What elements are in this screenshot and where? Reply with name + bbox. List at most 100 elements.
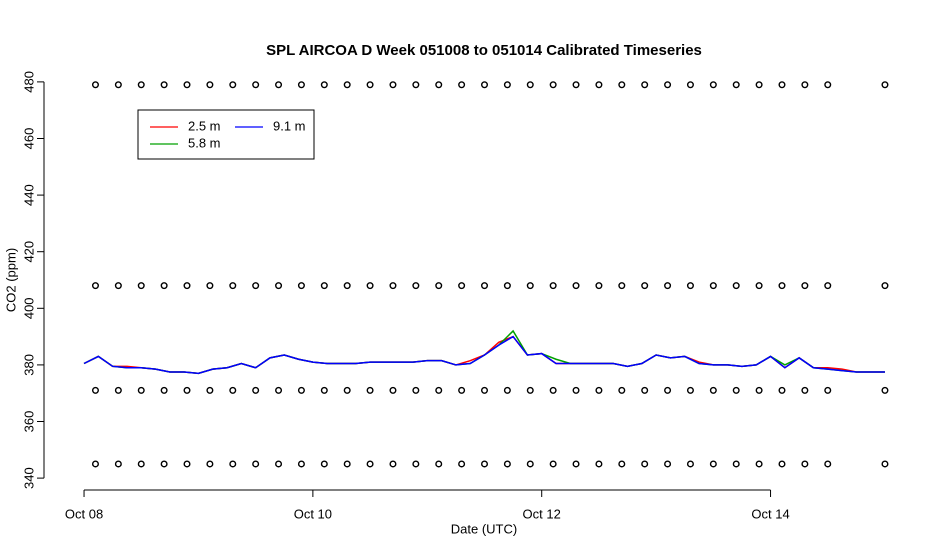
calibration-point: [641, 386, 649, 394]
calibration-point: [297, 460, 305, 468]
calibration-point: [91, 386, 99, 394]
calibration-point: [664, 282, 672, 290]
calibration-point: [881, 460, 889, 468]
calibration-point: [183, 386, 191, 394]
calibration-point: [755, 81, 763, 89]
calibration-point: [801, 282, 809, 290]
calibration-point: [572, 81, 580, 89]
calibration-point: [343, 282, 351, 290]
calibration-point: [160, 282, 168, 290]
calibration-point: [503, 386, 511, 394]
calibration-point: [595, 81, 603, 89]
calibration-point: [229, 460, 237, 468]
calibration-point: [160, 460, 168, 468]
calibration-point: [686, 460, 694, 468]
calibration-point: [458, 460, 466, 468]
calibration-point: [732, 460, 740, 468]
calibration-point: [435, 81, 443, 89]
series-line: [83, 335, 885, 375]
calibration-point: [881, 282, 889, 290]
calibration-point: [206, 386, 214, 394]
calibration-point: [389, 386, 397, 394]
calibration-point: [275, 386, 283, 394]
calibration-point: [137, 282, 145, 290]
calibration-point: [320, 81, 328, 89]
calibration-point: [549, 460, 557, 468]
calibration-point: [732, 386, 740, 394]
calibration-point: [252, 460, 260, 468]
calibration-point: [275, 81, 283, 89]
calibration-point: [229, 81, 237, 89]
calibration-point: [801, 81, 809, 89]
calibration-point: [686, 282, 694, 290]
calibration-point: [686, 386, 694, 394]
calibration-point: [503, 282, 511, 290]
calibration-point: [320, 282, 328, 290]
calibration-point: [664, 460, 672, 468]
calibration-point: [824, 282, 832, 290]
calibration-point: [137, 460, 145, 468]
calibration-point: [435, 460, 443, 468]
calibration-point: [801, 386, 809, 394]
calibration-point: [275, 460, 283, 468]
calibration-point: [252, 386, 260, 394]
calibration-point: [114, 386, 122, 394]
calibration-point: [183, 460, 191, 468]
calibration-point: [503, 460, 511, 468]
calibration-point: [595, 386, 603, 394]
calibration-point: [755, 386, 763, 394]
calibration-point: [526, 282, 534, 290]
calibration-point: [252, 81, 260, 89]
calibration-point: [91, 81, 99, 89]
calibration-point: [481, 282, 489, 290]
calibration-point: [755, 460, 763, 468]
calibration-point: [503, 81, 511, 89]
calibration-point: [297, 386, 305, 394]
calibration-point: [206, 81, 214, 89]
legend-label: 5.8 m: [188, 135, 221, 150]
calibration-point: [664, 81, 672, 89]
calibration-point: [206, 460, 214, 468]
calibration-point: [526, 460, 534, 468]
y-tick-label: 400: [21, 297, 36, 319]
calibration-point: [824, 81, 832, 89]
calibration-point: [297, 81, 305, 89]
calibration-point: [481, 386, 489, 394]
calibration-point: [549, 282, 557, 290]
y-tick-label: 460: [21, 128, 36, 150]
calibration-point: [778, 386, 786, 394]
calibration-point: [549, 386, 557, 394]
calibration-point: [481, 460, 489, 468]
y-tick-label: 380: [21, 354, 36, 376]
calibration-point: [389, 282, 397, 290]
calibration-point: [206, 282, 214, 290]
calibration-point: [572, 460, 580, 468]
calibration-point: [435, 386, 443, 394]
calibration-point: [709, 81, 717, 89]
calibration-point: [137, 386, 145, 394]
calibration-point: [618, 282, 626, 290]
calibration-point: [366, 386, 374, 394]
calibration-point: [709, 386, 717, 394]
y-axis-title: CO2 (ppm): [3, 248, 18, 312]
calibration-point: [641, 81, 649, 89]
y-tick-label: 420: [21, 241, 36, 263]
calibration-point: [618, 460, 626, 468]
chart-title: SPL AIRCOA D Week 051008 to 051014 Calib…: [266, 42, 702, 59]
calibration-point: [137, 81, 145, 89]
calibration-point: [366, 282, 374, 290]
calibration-point: [778, 460, 786, 468]
calibration-point: [412, 81, 420, 89]
calibration-point: [366, 460, 374, 468]
calibration-point: [881, 386, 889, 394]
calibration-point: [732, 81, 740, 89]
legend-label: 9.1 m: [273, 118, 306, 133]
calibration-point: [275, 282, 283, 290]
calibration-point: [824, 460, 832, 468]
calibration-point: [435, 282, 443, 290]
calibration-point: [114, 460, 122, 468]
calibration-point: [709, 460, 717, 468]
calibration-point: [481, 81, 489, 89]
